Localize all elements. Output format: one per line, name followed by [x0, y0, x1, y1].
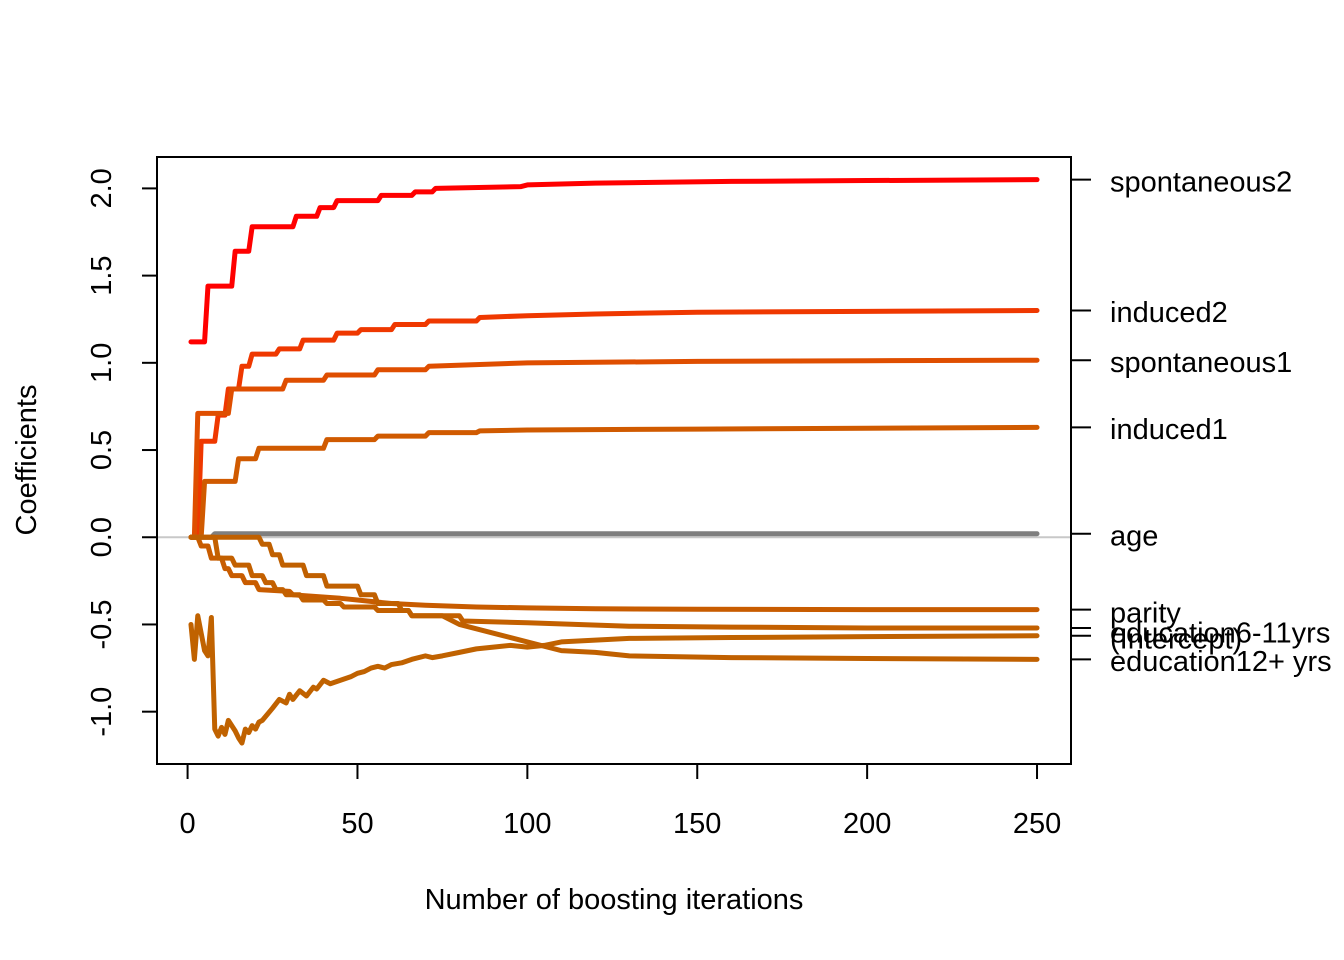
right-series-label: age — [1110, 521, 1158, 553]
series-line-spontaneous1 — [188, 357, 1040, 540]
y-axis-title: Coefficients — [11, 385, 43, 536]
x-axis-title: Number of boosting iterations — [425, 884, 804, 916]
series-line-induced1 — [188, 424, 1040, 540]
series-line-education12-yrs — [188, 534, 1040, 662]
series-line-spontaneous2 — [188, 177, 1040, 345]
right-series-label: parity — [1110, 597, 1181, 629]
series-line-parity — [188, 534, 1040, 613]
plot-frame — [156, 156, 1072, 765]
x-tick-label: 250 — [1013, 808, 1061, 840]
series-line-education6-11yrs — [188, 534, 1040, 631]
y-tick-label: 1.5 — [86, 255, 118, 295]
y-tick-label: -0.5 — [86, 600, 118, 650]
right-series-label: spontaneous1 — [1110, 347, 1292, 379]
x-tick-label: 50 — [341, 808, 373, 840]
right-series-label: education12+ yrs — [1110, 646, 1332, 678]
x-tick-label: 0 — [180, 808, 196, 840]
y-tick-label: 1.0 — [86, 343, 118, 383]
series-line-intercept — [188, 613, 1040, 746]
right-series-label: induced1 — [1110, 414, 1228, 446]
right-series-label: induced2 — [1110, 297, 1228, 329]
right-series-label: education6-11yrs — [1110, 617, 1330, 649]
y-tick-label: -1.0 — [86, 687, 118, 737]
right-series-label: (Intercept) — [1110, 623, 1242, 655]
x-tick-label: 200 — [843, 808, 891, 840]
x-tick-label: 150 — [673, 808, 721, 840]
y-tick-label: 0.0 — [86, 517, 118, 557]
y-tick-label: 0.5 — [86, 430, 118, 470]
right-series-label: spontaneous2 — [1110, 166, 1292, 198]
x-tick-label: 100 — [503, 808, 551, 840]
series-line-induced2 — [188, 307, 1040, 540]
y-tick-label: 2.0 — [86, 168, 118, 208]
